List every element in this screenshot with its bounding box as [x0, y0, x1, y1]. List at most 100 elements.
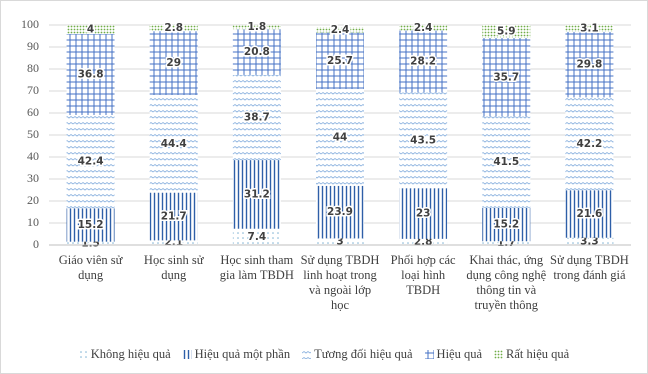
data-label: 4: [87, 24, 94, 36]
data-label: 31.2: [244, 188, 270, 200]
bar-segment: [565, 237, 614, 245]
y-tick-label: 40: [27, 149, 39, 163]
data-label: 29.8: [576, 59, 602, 71]
bar-segment: [399, 25, 448, 31]
data-label: 21.7: [161, 211, 187, 223]
bar-segment: [66, 34, 115, 115]
data-label: 41.5: [493, 156, 519, 168]
x-tick-label: Giáo viên sử dụng: [58, 253, 123, 282]
y-tick-label: 80: [27, 61, 39, 75]
bar-segment: [316, 27, 364, 33]
y-tick-label: 70: [27, 83, 39, 97]
bar-segment: [565, 25, 614, 32]
bar-segment: [232, 228, 281, 245]
data-label: 28.2: [410, 56, 436, 68]
bar-segment: [232, 25, 281, 30]
data-label: 35.7: [493, 71, 519, 83]
bar-segment: [66, 208, 115, 242]
x-tick-label: Học sinh tham gia làm TBDH: [219, 253, 294, 282]
data-label: 23: [416, 208, 431, 220]
data-label: 3.1: [580, 22, 599, 34]
y-tick-label: 10: [27, 215, 39, 229]
legend-item: Tương đối hiệu quả: [302, 347, 413, 362]
data-label: 1.8: [248, 21, 267, 33]
data-label: 3: [336, 236, 343, 248]
bar-segment: [482, 241, 531, 245]
bar-segment: [316, 185, 364, 239]
data-label: 21.6: [576, 208, 602, 220]
y-tick-label: 60: [27, 105, 39, 119]
bar-segment: [482, 207, 531, 242]
bar-segment: [232, 160, 281, 229]
y-tick-label: 50: [27, 127, 39, 141]
data-label: 2.8: [164, 22, 183, 34]
x-tick-label: Sử dụng TBDH trong đánh giá: [550, 253, 629, 282]
bar-segment: [66, 25, 115, 35]
legend-swatch: [494, 350, 504, 359]
bar-segment: [149, 94, 198, 193]
bar-segment: [399, 92, 448, 189]
legend-swatch: [182, 350, 192, 359]
data-label: 36.8: [78, 69, 104, 81]
bar-segment: [149, 25, 198, 32]
legend-label: Tương đối hiệu quả: [314, 347, 413, 361]
y-tick-label: 30: [27, 171, 39, 185]
y-tick-label: 90: [27, 39, 39, 53]
bar-segment: [232, 74, 281, 161]
bar-segment: [149, 192, 198, 241]
bar-segment: [149, 240, 198, 245]
legend: Không hiệu quả Hiệu quả một phần Tương đối…: [1, 347, 647, 362]
data-label: 43.5: [410, 134, 436, 146]
legend-item: Hiệu quả: [424, 347, 483, 362]
bar-segment: [482, 25, 531, 38]
legend-label: Không hiệu quả: [90, 347, 171, 361]
x-tick-label: Phối hợp các loại hình TBDH: [390, 253, 456, 297]
legend-swatch: [78, 350, 88, 359]
bar-segment: [482, 116, 531, 208]
bar-segment: [149, 31, 198, 95]
bar-segment: [316, 238, 364, 245]
data-label: 15.2: [493, 219, 519, 231]
y-tick-label: 0: [33, 237, 39, 251]
y-tick-label: 20: [27, 193, 39, 207]
bar-segment: [66, 114, 115, 209]
legend-swatch: [302, 350, 312, 359]
y-tick-label: 100: [21, 17, 39, 31]
bar-segment: [316, 89, 364, 186]
legend-label: Hiệu quả một phần: [194, 347, 291, 361]
data-label: 42.2: [576, 138, 602, 150]
bar-segment: [66, 241, 115, 245]
legend-label: Rất hiệu quả: [506, 347, 570, 361]
data-label: 5.9: [497, 25, 516, 37]
data-label: 7.4: [248, 231, 267, 243]
legend-label: Hiệu quả: [436, 347, 483, 361]
data-label: 23.9: [327, 206, 353, 218]
data-label: 44.4: [161, 138, 187, 150]
bar-segment: [565, 190, 614, 238]
data-label: 15.2: [78, 219, 104, 231]
bar-segment: [399, 238, 448, 245]
bar-segment: [399, 188, 448, 239]
x-tick-label: Khai thác, ứng dụng công nghệ thông tin …: [466, 253, 547, 312]
legend-swatch: [424, 350, 434, 359]
data-label: 29: [166, 57, 181, 69]
data-label: 44: [333, 131, 348, 143]
data-label: 2.4: [414, 22, 433, 34]
bar-segment: [316, 32, 364, 90]
bar-segment: [399, 30, 448, 93]
legend-item: Hiệu quả một phần: [182, 347, 291, 362]
data-label: 2.4: [331, 24, 350, 36]
bar-segment: [565, 31, 614, 98]
legend-item: Rất hiệu quả: [494, 347, 569, 362]
data-label: 42.4: [78, 156, 104, 168]
x-tick-label: Học sinh sử dụng: [143, 253, 204, 282]
x-tick-label: Sử dụng TBDH linh hoạt trong và ngoài lớ…: [300, 253, 380, 312]
data-label: 20.8: [244, 46, 270, 58]
bar-segment: [565, 97, 614, 191]
legend-item: Không hiệu quả: [78, 347, 171, 362]
bar-segment: [232, 29, 281, 75]
data-label: 38.7: [244, 112, 270, 124]
data-label: 25.7: [327, 55, 353, 67]
